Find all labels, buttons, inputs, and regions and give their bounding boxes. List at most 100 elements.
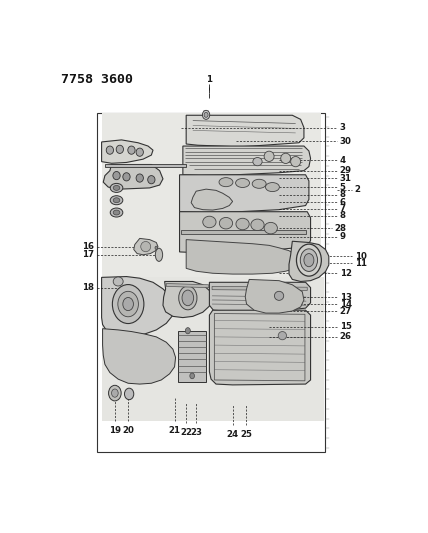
Text: 26: 26	[340, 333, 352, 341]
Text: 12: 12	[340, 269, 352, 278]
Text: 30: 30	[340, 136, 352, 146]
Polygon shape	[186, 240, 299, 274]
Ellipse shape	[123, 173, 130, 181]
Ellipse shape	[185, 328, 190, 334]
Text: 21: 21	[169, 426, 181, 435]
Ellipse shape	[219, 177, 233, 187]
Bar	[101, 277, 324, 421]
Text: 14: 14	[340, 300, 352, 309]
Polygon shape	[105, 164, 186, 167]
Ellipse shape	[136, 148, 143, 156]
Text: 2: 2	[355, 185, 361, 195]
Ellipse shape	[202, 110, 210, 119]
Text: 24: 24	[226, 430, 239, 439]
Ellipse shape	[155, 246, 158, 249]
Ellipse shape	[123, 297, 134, 311]
Polygon shape	[134, 238, 158, 255]
Ellipse shape	[155, 248, 163, 261]
Ellipse shape	[110, 208, 123, 217]
Ellipse shape	[110, 183, 123, 192]
Ellipse shape	[113, 210, 120, 215]
Text: 9: 9	[340, 232, 346, 241]
Text: 1: 1	[206, 75, 212, 84]
Polygon shape	[209, 310, 311, 385]
Text: 8: 8	[340, 190, 346, 199]
Ellipse shape	[116, 145, 124, 154]
Text: ....: ....	[202, 107, 210, 111]
Text: 17: 17	[82, 251, 94, 259]
Polygon shape	[245, 279, 304, 313]
Polygon shape	[186, 115, 304, 147]
Polygon shape	[212, 286, 307, 290]
Ellipse shape	[297, 244, 321, 276]
Polygon shape	[103, 165, 163, 189]
Text: 19: 19	[109, 426, 121, 435]
Ellipse shape	[265, 183, 279, 191]
Ellipse shape	[220, 217, 233, 229]
Polygon shape	[178, 330, 206, 382]
Bar	[97, 113, 325, 452]
Ellipse shape	[204, 112, 208, 117]
Ellipse shape	[190, 373, 194, 379]
Polygon shape	[103, 329, 175, 384]
Text: 25: 25	[240, 430, 252, 439]
Text: 18: 18	[82, 283, 94, 292]
Ellipse shape	[118, 292, 138, 317]
Ellipse shape	[274, 292, 284, 301]
Ellipse shape	[113, 285, 144, 324]
Text: 23: 23	[190, 428, 202, 437]
Ellipse shape	[113, 277, 123, 286]
Ellipse shape	[235, 179, 250, 188]
Polygon shape	[191, 189, 233, 210]
Text: 7: 7	[340, 204, 346, 213]
Ellipse shape	[141, 241, 151, 252]
Ellipse shape	[252, 179, 266, 188]
Text: 5: 5	[340, 183, 346, 191]
Text: 22: 22	[180, 428, 192, 437]
Polygon shape	[166, 284, 209, 288]
Text: 15: 15	[340, 322, 352, 331]
Text: 29: 29	[340, 166, 352, 175]
Ellipse shape	[148, 175, 155, 184]
Text: 20: 20	[122, 426, 134, 435]
Ellipse shape	[251, 219, 264, 231]
Text: 10: 10	[355, 252, 366, 261]
Text: 11: 11	[355, 259, 367, 268]
Ellipse shape	[113, 198, 120, 203]
Ellipse shape	[304, 254, 314, 266]
Ellipse shape	[110, 196, 123, 205]
Text: 13: 13	[340, 293, 352, 302]
Polygon shape	[181, 230, 306, 235]
Bar	[101, 113, 321, 318]
Polygon shape	[179, 212, 311, 253]
Ellipse shape	[182, 290, 193, 306]
Ellipse shape	[109, 385, 121, 401]
Text: 27: 27	[340, 307, 352, 316]
Ellipse shape	[128, 146, 135, 154]
Polygon shape	[101, 140, 153, 163]
Ellipse shape	[264, 151, 274, 161]
Text: 28: 28	[335, 224, 347, 232]
Text: 3: 3	[340, 123, 346, 132]
Ellipse shape	[113, 185, 120, 190]
Ellipse shape	[291, 157, 300, 167]
Ellipse shape	[106, 146, 113, 154]
Ellipse shape	[236, 219, 249, 230]
Polygon shape	[101, 277, 175, 336]
Ellipse shape	[281, 153, 291, 164]
Polygon shape	[289, 241, 329, 281]
Text: 8: 8	[340, 211, 346, 220]
Polygon shape	[179, 175, 309, 213]
Ellipse shape	[179, 286, 197, 310]
Ellipse shape	[113, 172, 120, 180]
Ellipse shape	[136, 174, 143, 182]
Polygon shape	[163, 281, 211, 318]
Ellipse shape	[125, 388, 134, 400]
Ellipse shape	[264, 222, 277, 234]
Ellipse shape	[278, 332, 286, 340]
Ellipse shape	[203, 216, 216, 228]
Text: 6: 6	[340, 198, 346, 207]
Ellipse shape	[253, 158, 262, 166]
Text: 4: 4	[340, 156, 346, 165]
Ellipse shape	[112, 389, 118, 397]
